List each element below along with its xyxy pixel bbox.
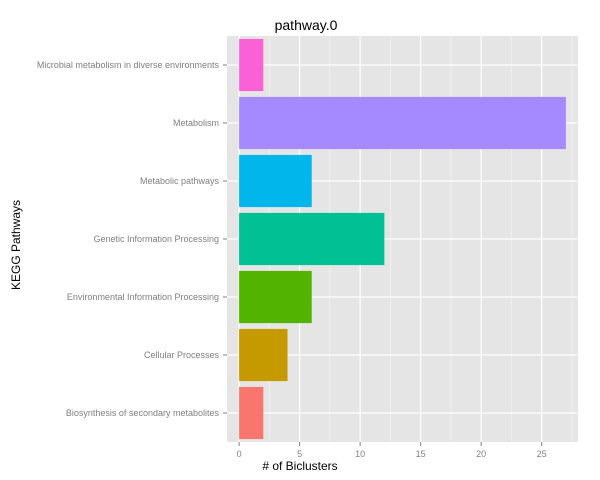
bars — [239, 38, 566, 440]
bar — [239, 38, 264, 92]
bar — [239, 270, 312, 324]
chart-title: pathway.0 — [275, 17, 338, 33]
bar — [239, 212, 385, 266]
y-tick-label: Environmental Information Processing — [67, 292, 219, 302]
x-tick-label: 5 — [297, 449, 302, 459]
y-tick-label: Metabolism — [173, 118, 219, 128]
bar — [239, 96, 566, 150]
y-tick-label: Biosynthesis of secondary metabolites — [66, 408, 220, 418]
x-tick-label: 15 — [416, 449, 426, 459]
y-tick-label: Metabolic pathways — [140, 176, 220, 186]
y-tick-label: Cellular Processes — [144, 350, 220, 360]
bar — [239, 386, 264, 440]
x-axis-title: # of Biclusters — [262, 459, 337, 473]
y-axis-title: KEGG Pathways — [9, 200, 23, 290]
y-tick-label: Genetic Information Processing — [93, 234, 219, 244]
x-axis: 0 5 10 15 20 25 — [237, 442, 547, 459]
y-tick-label: Microbial metabolism in diverse environm… — [37, 60, 220, 70]
x-tick-label: 10 — [355, 449, 365, 459]
bar — [239, 328, 288, 382]
x-tick-label: 20 — [476, 449, 486, 459]
x-tick-label: 0 — [237, 449, 242, 459]
x-tick-label: 25 — [537, 449, 547, 459]
y-axis: Biosynthesis of secondary metabolites Cel… — [37, 60, 227, 418]
bar — [239, 154, 312, 208]
